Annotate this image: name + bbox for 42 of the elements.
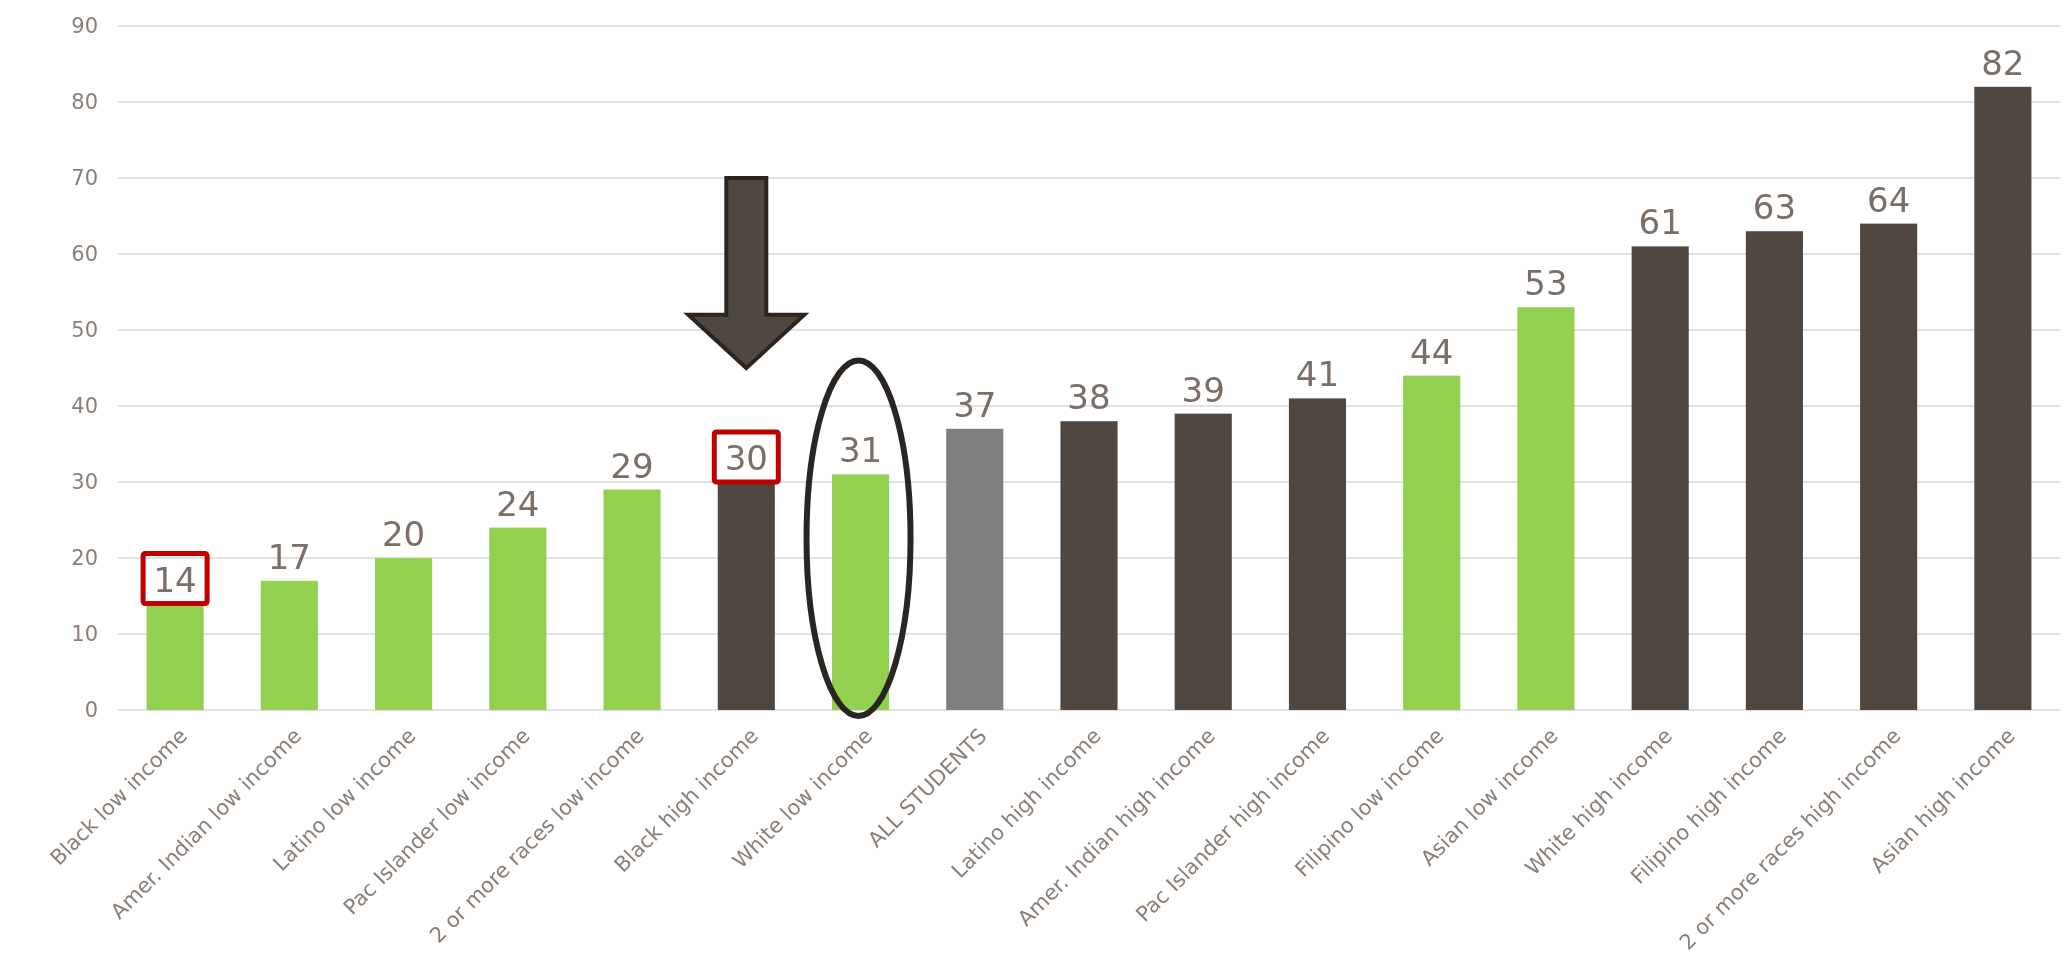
data-label: 41 <box>1295 354 1340 395</box>
data-label: 39 <box>1181 369 1225 410</box>
data-label: 14 <box>153 559 197 600</box>
data-label: 61 <box>1638 202 1682 243</box>
bar <box>1517 307 1575 710</box>
data-label: 30 <box>724 438 768 478</box>
bar <box>1974 86 2032 710</box>
data-label: 63 <box>1752 187 1797 228</box>
bar <box>375 558 433 710</box>
y-tick-label: 60 <box>71 242 98 267</box>
data-label: 44 <box>1410 331 1454 372</box>
data-label: 38 <box>1067 377 1111 418</box>
bar <box>260 580 318 710</box>
bar <box>1631 246 1689 710</box>
y-tick-label: 0 <box>84 698 98 723</box>
bar <box>603 489 661 710</box>
y-tick-label: 20 <box>71 546 98 571</box>
bar <box>1860 223 1918 710</box>
data-label: 17 <box>267 536 311 577</box>
data-label: 53 <box>1524 263 1568 304</box>
data-label: 82 <box>1981 42 2025 83</box>
y-tick-label: 80 <box>71 90 98 115</box>
data-label: 29 <box>610 445 654 486</box>
data-label: 31 <box>838 430 883 471</box>
data-label: 37 <box>953 384 997 425</box>
y-tick-label: 10 <box>71 622 98 647</box>
bar <box>1174 413 1232 710</box>
y-tick-label: 70 <box>71 166 98 191</box>
y-tick-label: 50 <box>71 318 98 343</box>
bar <box>1288 398 1347 710</box>
y-tick-label: 30 <box>71 470 98 495</box>
data-label: 20 <box>381 514 426 554</box>
y-tick-label: 90 <box>71 14 98 39</box>
y-tick-label: 40 <box>71 394 98 419</box>
bar <box>1745 231 1803 710</box>
data-label: 64 <box>1867 179 1911 220</box>
bar <box>1060 421 1118 710</box>
bar <box>831 474 890 710</box>
bar <box>489 527 547 710</box>
bar <box>1403 375 1461 710</box>
bar <box>946 428 1004 710</box>
data-label: 24 <box>496 483 540 524</box>
